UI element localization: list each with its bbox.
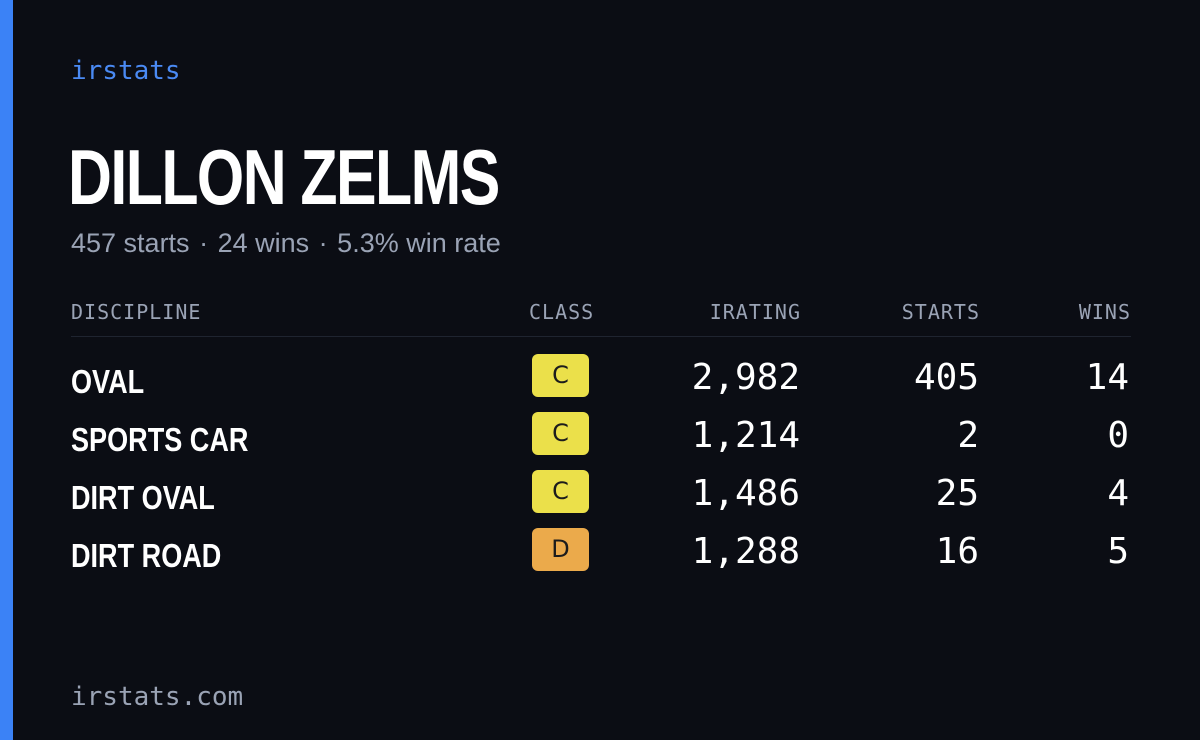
discipline-name: SPORTS CAR [71, 421, 249, 458]
class-badge: C [532, 354, 589, 397]
wins-value: 0 [1107, 415, 1129, 456]
discipline-name: DIRT OVAL [71, 479, 215, 516]
header-starts: STARTS [901, 300, 980, 324]
summary-separator: · [199, 228, 209, 258]
starts-value: 405 [913, 357, 979, 398]
header-irating: IRATING [709, 300, 801, 324]
driver-name: DILLON ZELMS [68, 133, 500, 221]
discipline-name: DIRT ROAD [71, 537, 222, 574]
starts-value: 25 [935, 473, 979, 514]
irating-value: 1,486 [691, 473, 800, 514]
table-row: SPORTS CAR C 1,214 2 0 [71, 411, 1131, 469]
discipline-name: OVAL [71, 363, 145, 400]
table-row: DIRT OVAL C 1,486 25 4 [71, 469, 1131, 527]
class-badge: D [532, 528, 589, 571]
starts-summary: 457 starts [71, 228, 190, 258]
header-class: CLASS [529, 300, 595, 324]
summary-separator: · [318, 228, 328, 258]
wins-value: 5 [1107, 531, 1129, 572]
header-discipline: DISCIPLINE [71, 300, 202, 324]
discipline-table: DISCIPLINE CLASS IRATING STARTS WINS OVA… [71, 296, 1131, 585]
table-header: DISCIPLINE CLASS IRATING STARTS WINS [71, 296, 1131, 337]
starts-value: 2 [957, 415, 979, 456]
starts-value: 16 [935, 531, 979, 572]
accent-bar [0, 0, 13, 740]
win-rate-summary: 5.3% win rate [337, 228, 501, 258]
table-body: OVAL C 2,982 405 14 SPORTS CAR C 1,214 2… [71, 353, 1131, 585]
class-badge: C [532, 412, 589, 455]
wins-value: 14 [1085, 357, 1129, 398]
table-row: DIRT ROAD D 1,288 16 5 [71, 527, 1131, 585]
irating-value: 2,982 [691, 357, 800, 398]
table-row: OVAL C 2,982 405 14 [71, 353, 1131, 411]
irating-value: 1,288 [691, 531, 800, 572]
irating-value: 1,214 [691, 415, 800, 456]
brand-logo: irstats [71, 56, 181, 86]
driver-summary: 457 starts · 24 wins · 5.3% win rate [71, 228, 501, 259]
wins-summary: 24 wins [217, 228, 310, 258]
footer-url: irstats.com [71, 682, 244, 712]
header-wins: WINS [1078, 300, 1131, 324]
wins-value: 4 [1107, 473, 1129, 514]
class-badge: C [532, 470, 589, 513]
